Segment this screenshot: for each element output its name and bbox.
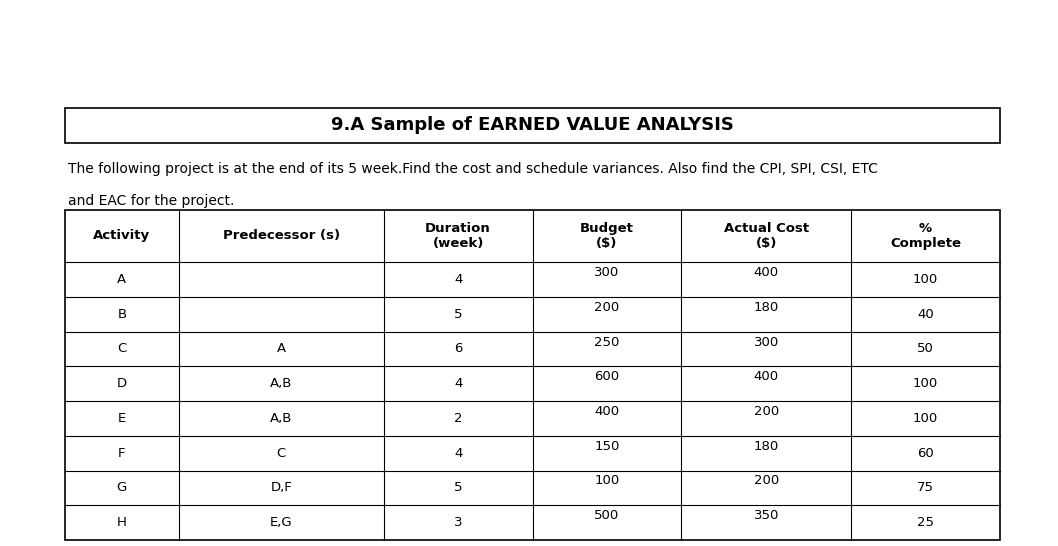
Bar (65, 108, 1000, 143)
Text: 400: 400 (753, 370, 779, 383)
Text: 400: 400 (595, 405, 619, 418)
Text: Budget
($): Budget ($) (580, 222, 634, 250)
Text: 300: 300 (753, 335, 779, 348)
Text: 50: 50 (917, 342, 934, 355)
Text: 500: 500 (595, 509, 620, 523)
Text: Duration
(week): Duration (week) (425, 222, 491, 250)
Text: D,F: D,F (271, 482, 292, 494)
Text: 5: 5 (454, 307, 462, 321)
Text: 250: 250 (595, 335, 620, 348)
Text: 200: 200 (753, 405, 779, 418)
Text: 200: 200 (595, 301, 620, 314)
Text: 100: 100 (913, 273, 938, 286)
Text: 100: 100 (595, 474, 620, 488)
Text: %
Complete: % Complete (890, 222, 961, 250)
Text: 180: 180 (753, 301, 779, 314)
Text: A: A (276, 342, 286, 355)
Text: 4: 4 (454, 377, 462, 390)
Text: D: D (116, 377, 127, 390)
Text: C: C (276, 447, 286, 460)
Text: 150: 150 (595, 440, 620, 453)
Text: 600: 600 (595, 370, 619, 383)
Text: E: E (117, 412, 126, 425)
Text: 180: 180 (753, 440, 779, 453)
Text: 300: 300 (595, 266, 620, 279)
Text: A,B: A,B (270, 377, 292, 390)
Text: 60: 60 (917, 447, 934, 460)
Text: Predecessor (s): Predecessor (s) (222, 229, 340, 242)
Text: E,G: E,G (270, 516, 292, 529)
Bar (65, 210, 1000, 540)
Text: 2: 2 (454, 412, 462, 425)
Text: 3: 3 (454, 516, 462, 529)
Text: 5: 5 (454, 482, 462, 494)
Text: The following project is at the end of its 5 week.Find the cost and schedule var: The following project is at the end of i… (68, 162, 878, 176)
Text: 100: 100 (913, 412, 938, 425)
Text: 4: 4 (454, 273, 462, 286)
Text: 400: 400 (753, 266, 779, 279)
Text: 6: 6 (454, 342, 462, 355)
Text: 4: 4 (454, 447, 462, 460)
Text: 100: 100 (913, 377, 938, 390)
Text: and EAC for the project.: and EAC for the project. (68, 194, 235, 208)
Text: Activity: Activity (93, 229, 150, 242)
Text: B: B (117, 307, 126, 321)
Text: G: G (116, 482, 127, 494)
Text: 40: 40 (917, 307, 934, 321)
Text: F: F (118, 447, 126, 460)
Text: Actual Cost
($): Actual Cost ($) (724, 222, 808, 250)
Text: 9.A Sample of EARNED VALUE ANALYSIS: 9.A Sample of EARNED VALUE ANALYSIS (331, 116, 734, 134)
Text: 25: 25 (917, 516, 934, 529)
Text: 200: 200 (753, 474, 779, 488)
Text: C: C (117, 342, 127, 355)
Text: 350: 350 (753, 509, 779, 523)
Text: 75: 75 (917, 482, 934, 494)
Text: A,B: A,B (270, 412, 292, 425)
Text: H: H (116, 516, 127, 529)
Text: A: A (117, 273, 126, 286)
